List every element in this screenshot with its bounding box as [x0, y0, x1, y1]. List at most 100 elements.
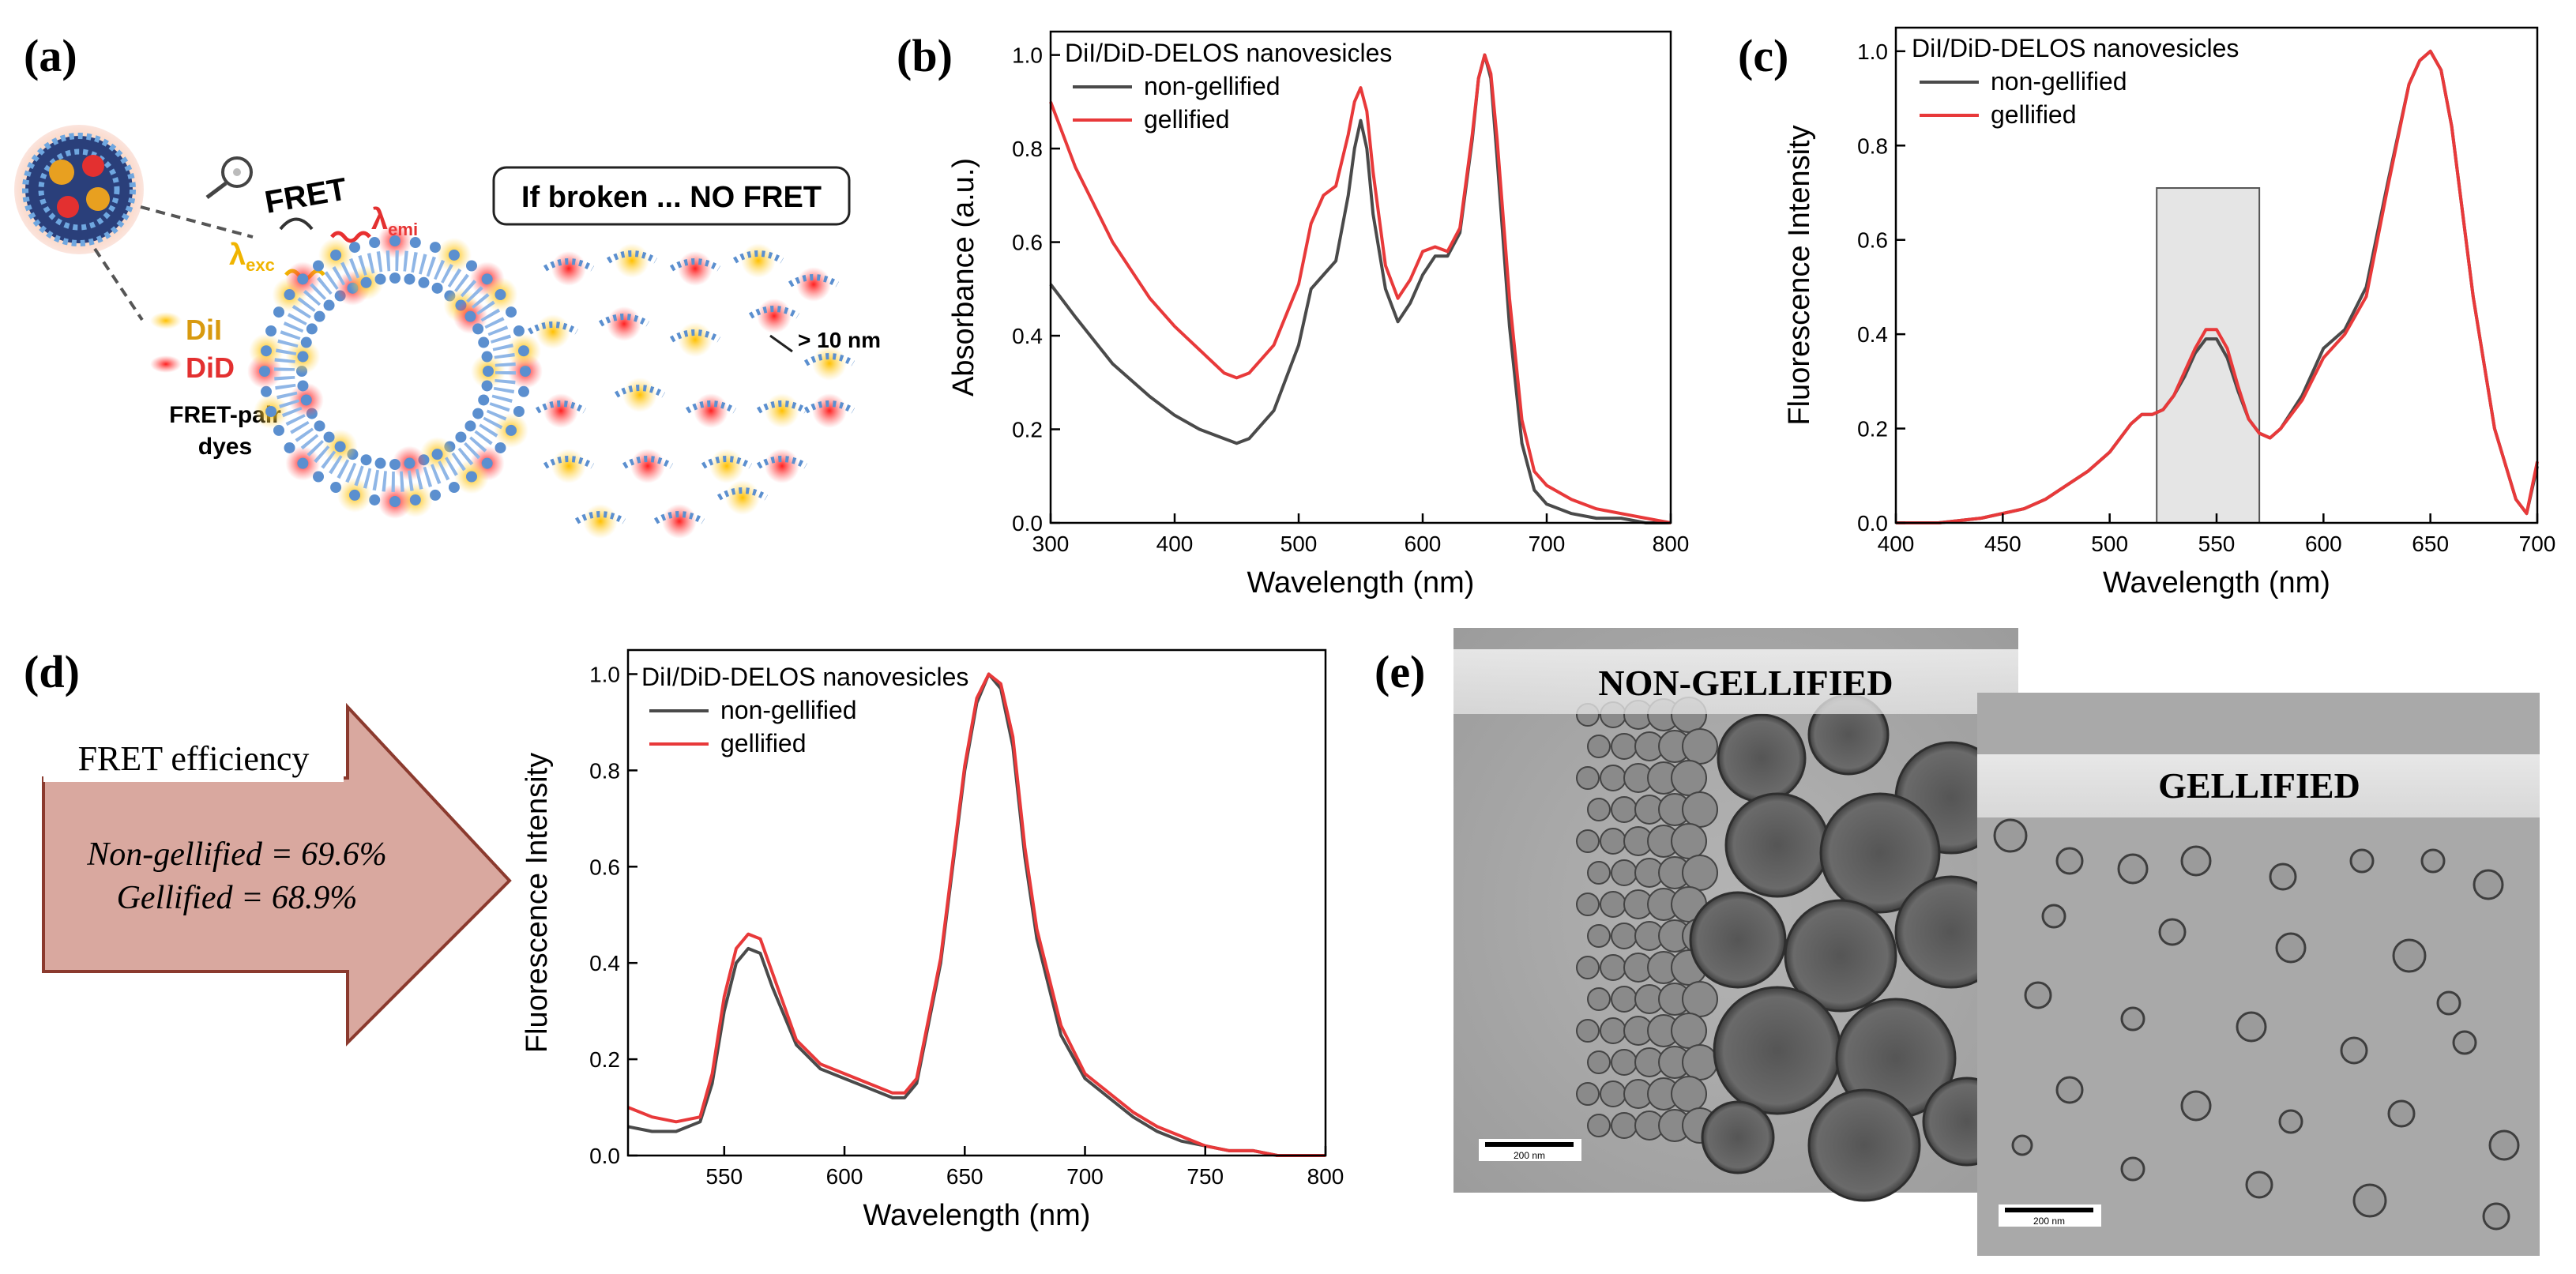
lipid-head: [349, 242, 361, 254]
fret-pair-label-2: dyes: [198, 434, 252, 460]
broken-vesicle-fragments: [527, 243, 856, 539]
lipid-head: [323, 431, 335, 443]
x-tick-label: 700: [1066, 1164, 1104, 1189]
tem-vesicle: [1611, 859, 1638, 886]
lipid-head: [374, 457, 386, 469]
dye-blob: [551, 251, 586, 286]
lipid-fragment: [598, 314, 650, 327]
lipid-head: [314, 310, 325, 322]
dye-blob: [607, 306, 641, 341]
tem-vesicle: [2055, 847, 2084, 875]
y-tick-label: 0.8: [589, 758, 620, 783]
y-axis-label: Absorbance (a.u.): [947, 158, 980, 396]
x-tick-label: 500: [2091, 532, 2128, 556]
lipid-fragment: [756, 400, 808, 414]
tem-vesicle: [1671, 760, 1707, 796]
x-tick-label: 650: [2412, 532, 2449, 556]
tem-vesicle: [2420, 848, 2446, 874]
legend-title: DiI/DiD-DELOS nanovesicles: [1912, 34, 2239, 62]
distance-arrow-icon: [769, 334, 793, 353]
lipid-fragment: [543, 258, 595, 272]
tem-images: NON-GELLIFIED 200 nm GELLIFIED 200 nm: [1453, 628, 2540, 1256]
y-axis-label: Fluorescence Intensity: [1783, 125, 1816, 425]
tem-vesicle: [1671, 1013, 1707, 1049]
lipid-head: [389, 272, 401, 284]
tem-vesicle: [2473, 869, 2504, 900]
panel-label-a: (a): [24, 30, 77, 81]
lipid-head: [517, 385, 529, 397]
x-tick-label: 600: [826, 1164, 863, 1189]
tem-vesicle: [1671, 823, 1707, 859]
x-axis-label: Wavelength (nm): [1247, 566, 1475, 599]
tem-vesicle: [2482, 1202, 2510, 1231]
tem-vesicle: [2349, 848, 2375, 874]
tem-vesicle: [1600, 828, 1626, 855]
x-tick-label: 800: [1653, 532, 1690, 556]
tem-vesicle: [1807, 1088, 1921, 1202]
tem-vesicle: [1600, 1017, 1626, 1044]
lipid-head: [478, 394, 490, 406]
lipid-head: [409, 494, 421, 505]
y-tick-label: 0.4: [589, 951, 620, 975]
tem-vesicle: [2436, 990, 2461, 1016]
legend-label-non-gellified: non-gellified: [720, 696, 857, 724]
y-tick-label: 0.6: [1012, 231, 1043, 255]
lipid-fragment: [669, 258, 721, 272]
x-tick-label: 300: [1032, 532, 1070, 556]
lipid-head: [300, 336, 312, 348]
lipid-head: [297, 457, 309, 469]
lipid-head: [265, 325, 277, 337]
lipid-fragment: [756, 456, 808, 469]
x-tick-label: 500: [1280, 532, 1318, 556]
legend-title: DiI/DiD-DELOS nanovesicles: [641, 663, 968, 691]
tem-vesicle: [1587, 861, 1611, 885]
tem-vesicle: [1701, 1100, 1775, 1174]
plot-frame: [626, 648, 1327, 1157]
lipid-head: [481, 380, 493, 392]
tem-vesicle: [2452, 1030, 2477, 1055]
tem-vesicle: [1576, 766, 1600, 790]
tem-vesicle: [1600, 954, 1626, 981]
x-tick-label: 450: [1984, 532, 2021, 556]
tem-vesicle: [1611, 733, 1638, 760]
dye-blob: [543, 393, 578, 428]
tem-vesicle: [1587, 1114, 1611, 1137]
tem-vesicle: [1717, 713, 1807, 803]
x-tick-label: 550: [2198, 532, 2236, 556]
x-tick-label: 400: [1878, 532, 1915, 556]
lipid-fragment: [788, 274, 840, 287]
series-line-gellified: [1049, 53, 1672, 524]
tem-vesicle: [2120, 1006, 2145, 1032]
scale-bar-left: [1485, 1142, 1574, 1147]
series-line-gellified: [1896, 49, 2539, 524]
lipid-fragment: [622, 456, 674, 469]
lipid-head: [300, 394, 312, 406]
series-line-non-gellified: [1049, 53, 1671, 524]
dye-blob: [583, 504, 618, 539]
fret-label: FRET: [262, 171, 349, 220]
tem-vesicle: [1611, 923, 1638, 949]
lipid-head: [404, 457, 416, 469]
tem-vesicle: [2041, 904, 2066, 929]
did-label: DiD: [186, 351, 235, 384]
tem-vesicle: [1576, 1082, 1600, 1106]
tem-vesicle: [1587, 987, 1611, 1011]
panel-label-c: (c): [1738, 30, 1788, 81]
tem-vesicle: [1611, 1112, 1638, 1139]
lipid-fragment: [803, 353, 856, 366]
legend-label-gellified: gellified: [1991, 100, 2077, 129]
x-tick-label: 750: [1186, 1164, 1224, 1189]
tem-vesicle: [2352, 1183, 2387, 1218]
lipid-head: [517, 345, 529, 357]
lipid-fragment: [748, 306, 800, 319]
panel-label-e: (e): [1374, 646, 1425, 697]
lipid-head: [297, 273, 309, 285]
y-tick-label: 0.8: [1012, 137, 1043, 161]
lipid-head: [409, 237, 421, 249]
x-tick-label: 550: [705, 1164, 743, 1189]
lipid-fragment: [527, 321, 579, 335]
chart-d-fluorescence: 550 600 650 700 750 800 0.0 0.2 0.4 0.6 0.8 1.0 Wave…: [521, 648, 1344, 1232]
lipid-fragment: [685, 400, 737, 414]
y-axis-label: Fluorescence Intensity: [521, 753, 554, 1053]
